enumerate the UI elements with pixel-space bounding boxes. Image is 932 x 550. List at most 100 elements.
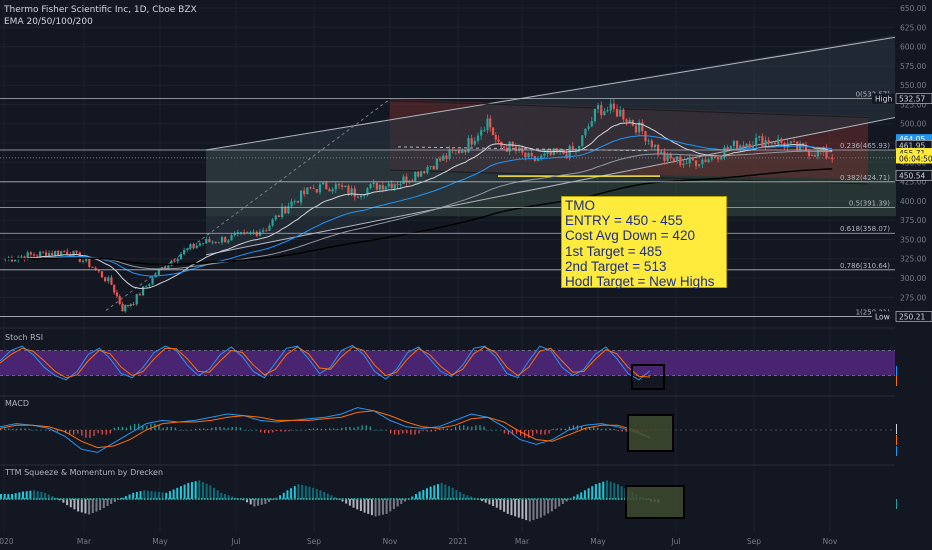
ttm-dot bbox=[342, 498, 344, 500]
ttm-dot bbox=[162, 498, 164, 500]
macd-hist-bar bbox=[455, 426, 457, 430]
ttm-bar bbox=[3, 494, 6, 499]
candle-body bbox=[322, 182, 325, 185]
candle-body bbox=[810, 154, 814, 156]
candle-body bbox=[694, 160, 698, 166]
candle-body bbox=[745, 143, 748, 147]
ttm-dot bbox=[9, 498, 11, 500]
ttm-bar bbox=[209, 485, 212, 499]
ttm-bar bbox=[587, 488, 590, 499]
ttm-dot bbox=[150, 498, 152, 500]
candle-body bbox=[581, 135, 584, 147]
ttm-dot bbox=[453, 498, 455, 500]
ttm-bar bbox=[488, 499, 491, 505]
price-candles[interactable] bbox=[4, 98, 834, 313]
price-axis[interactable]: 250.00275.00300.00325.00350.00375.00400.… bbox=[872, 0, 932, 550]
candle-body bbox=[287, 206, 290, 214]
ttm-dot bbox=[138, 498, 140, 500]
candle-body bbox=[587, 126, 590, 129]
ttm-bar bbox=[88, 499, 91, 515]
ttm-dot bbox=[555, 498, 557, 500]
ttm-dot bbox=[606, 498, 608, 500]
ttm-bar bbox=[429, 486, 432, 499]
candle-body bbox=[770, 142, 773, 144]
ttm-bar bbox=[44, 492, 47, 499]
ttm-bar bbox=[455, 489, 458, 499]
ttm-bar bbox=[418, 491, 421, 499]
price-tick: 325.00 bbox=[900, 255, 926, 264]
candle-body bbox=[353, 188, 356, 197]
ttm-dot bbox=[78, 498, 80, 500]
ttm-bar bbox=[444, 484, 447, 499]
ttm-bar bbox=[22, 491, 25, 499]
macd-hist-bar bbox=[459, 425, 461, 430]
ttm-dot bbox=[222, 498, 224, 500]
ttm-bar bbox=[132, 492, 135, 499]
candle-body bbox=[742, 145, 745, 147]
candle-body bbox=[420, 171, 423, 177]
ttm-bar bbox=[113, 499, 116, 502]
ttm-dot bbox=[399, 498, 401, 500]
candle-body bbox=[126, 305, 130, 307]
candle-body bbox=[799, 143, 802, 150]
ttm-dot bbox=[300, 498, 302, 500]
candle-body bbox=[429, 166, 432, 167]
candle-body bbox=[94, 267, 97, 270]
signal-line bbox=[0, 410, 651, 449]
candle-body bbox=[20, 256, 23, 258]
ttm-bar bbox=[334, 497, 337, 499]
macd-hist-bar bbox=[264, 430, 266, 434]
candle-body bbox=[514, 146, 518, 151]
fib-label: 0.5(391.39) bbox=[849, 200, 890, 208]
ttm-dot bbox=[216, 498, 218, 500]
time-axis[interactable]: 2020 Mar May Jul Sep Nov 2021 Mar May Jul Sep Nov bbox=[0, 532, 932, 550]
candle-body bbox=[208, 239, 211, 243]
candle-body bbox=[483, 130, 486, 131]
ttm-bar bbox=[345, 499, 348, 504]
price-tick: 500.00 bbox=[900, 120, 926, 129]
candle-body bbox=[584, 128, 587, 136]
candle-body bbox=[405, 176, 408, 183]
ttm-dot bbox=[327, 498, 329, 500]
macd-hist-bar bbox=[166, 426, 168, 430]
macd-line bbox=[0, 407, 651, 453]
ttm-bar bbox=[572, 496, 575, 499]
macd-hist-bar bbox=[105, 430, 107, 435]
macd-hist-bar bbox=[0, 428, 2, 430]
ttm-dot bbox=[375, 498, 377, 500]
candle-body bbox=[467, 138, 470, 153]
price-tick: 350.00 bbox=[900, 235, 926, 244]
candle-body bbox=[653, 144, 657, 148]
candle-body bbox=[571, 145, 574, 151]
ttm-bar bbox=[0, 494, 2, 499]
ttm-dot bbox=[411, 498, 413, 500]
candle-body bbox=[417, 171, 420, 177]
candle-body bbox=[384, 186, 387, 190]
candle-body bbox=[26, 252, 29, 260]
ttm-bar bbox=[102, 499, 105, 509]
ttm-bar bbox=[55, 497, 58, 499]
macd-hist-bar bbox=[142, 425, 144, 430]
candle-body bbox=[107, 277, 110, 282]
rising-channel bbox=[206, 35, 895, 255]
trade-annotation[interactable]: TMO ENTRY = 450 - 455 Cost Avg Down = 42… bbox=[561, 196, 727, 289]
price-tag: 06:04:50 bbox=[899, 154, 932, 163]
candle-body bbox=[13, 259, 17, 262]
ttm-dot bbox=[174, 498, 176, 500]
macd-hist-bar bbox=[495, 430, 497, 431]
ttm-bar bbox=[598, 482, 601, 499]
ttm-dot bbox=[573, 498, 575, 500]
ttm-bar bbox=[448, 486, 451, 499]
ttm-dot bbox=[180, 498, 182, 500]
ttm-squeeze-pane[interactable]: 40.000.00-40.00-7.28 bbox=[0, 464, 932, 529]
candle-body bbox=[38, 251, 42, 257]
candle-body bbox=[489, 118, 492, 128]
annotation-line-4: 2nd Target = 513 bbox=[565, 258, 667, 274]
macd-hist-bar bbox=[207, 428, 209, 430]
ttm-dot bbox=[255, 498, 257, 500]
candle-body bbox=[115, 292, 119, 297]
annotation-line-3: 1st Target = 485 bbox=[565, 243, 662, 259]
candle-body bbox=[442, 155, 445, 161]
candle-body bbox=[296, 200, 299, 203]
